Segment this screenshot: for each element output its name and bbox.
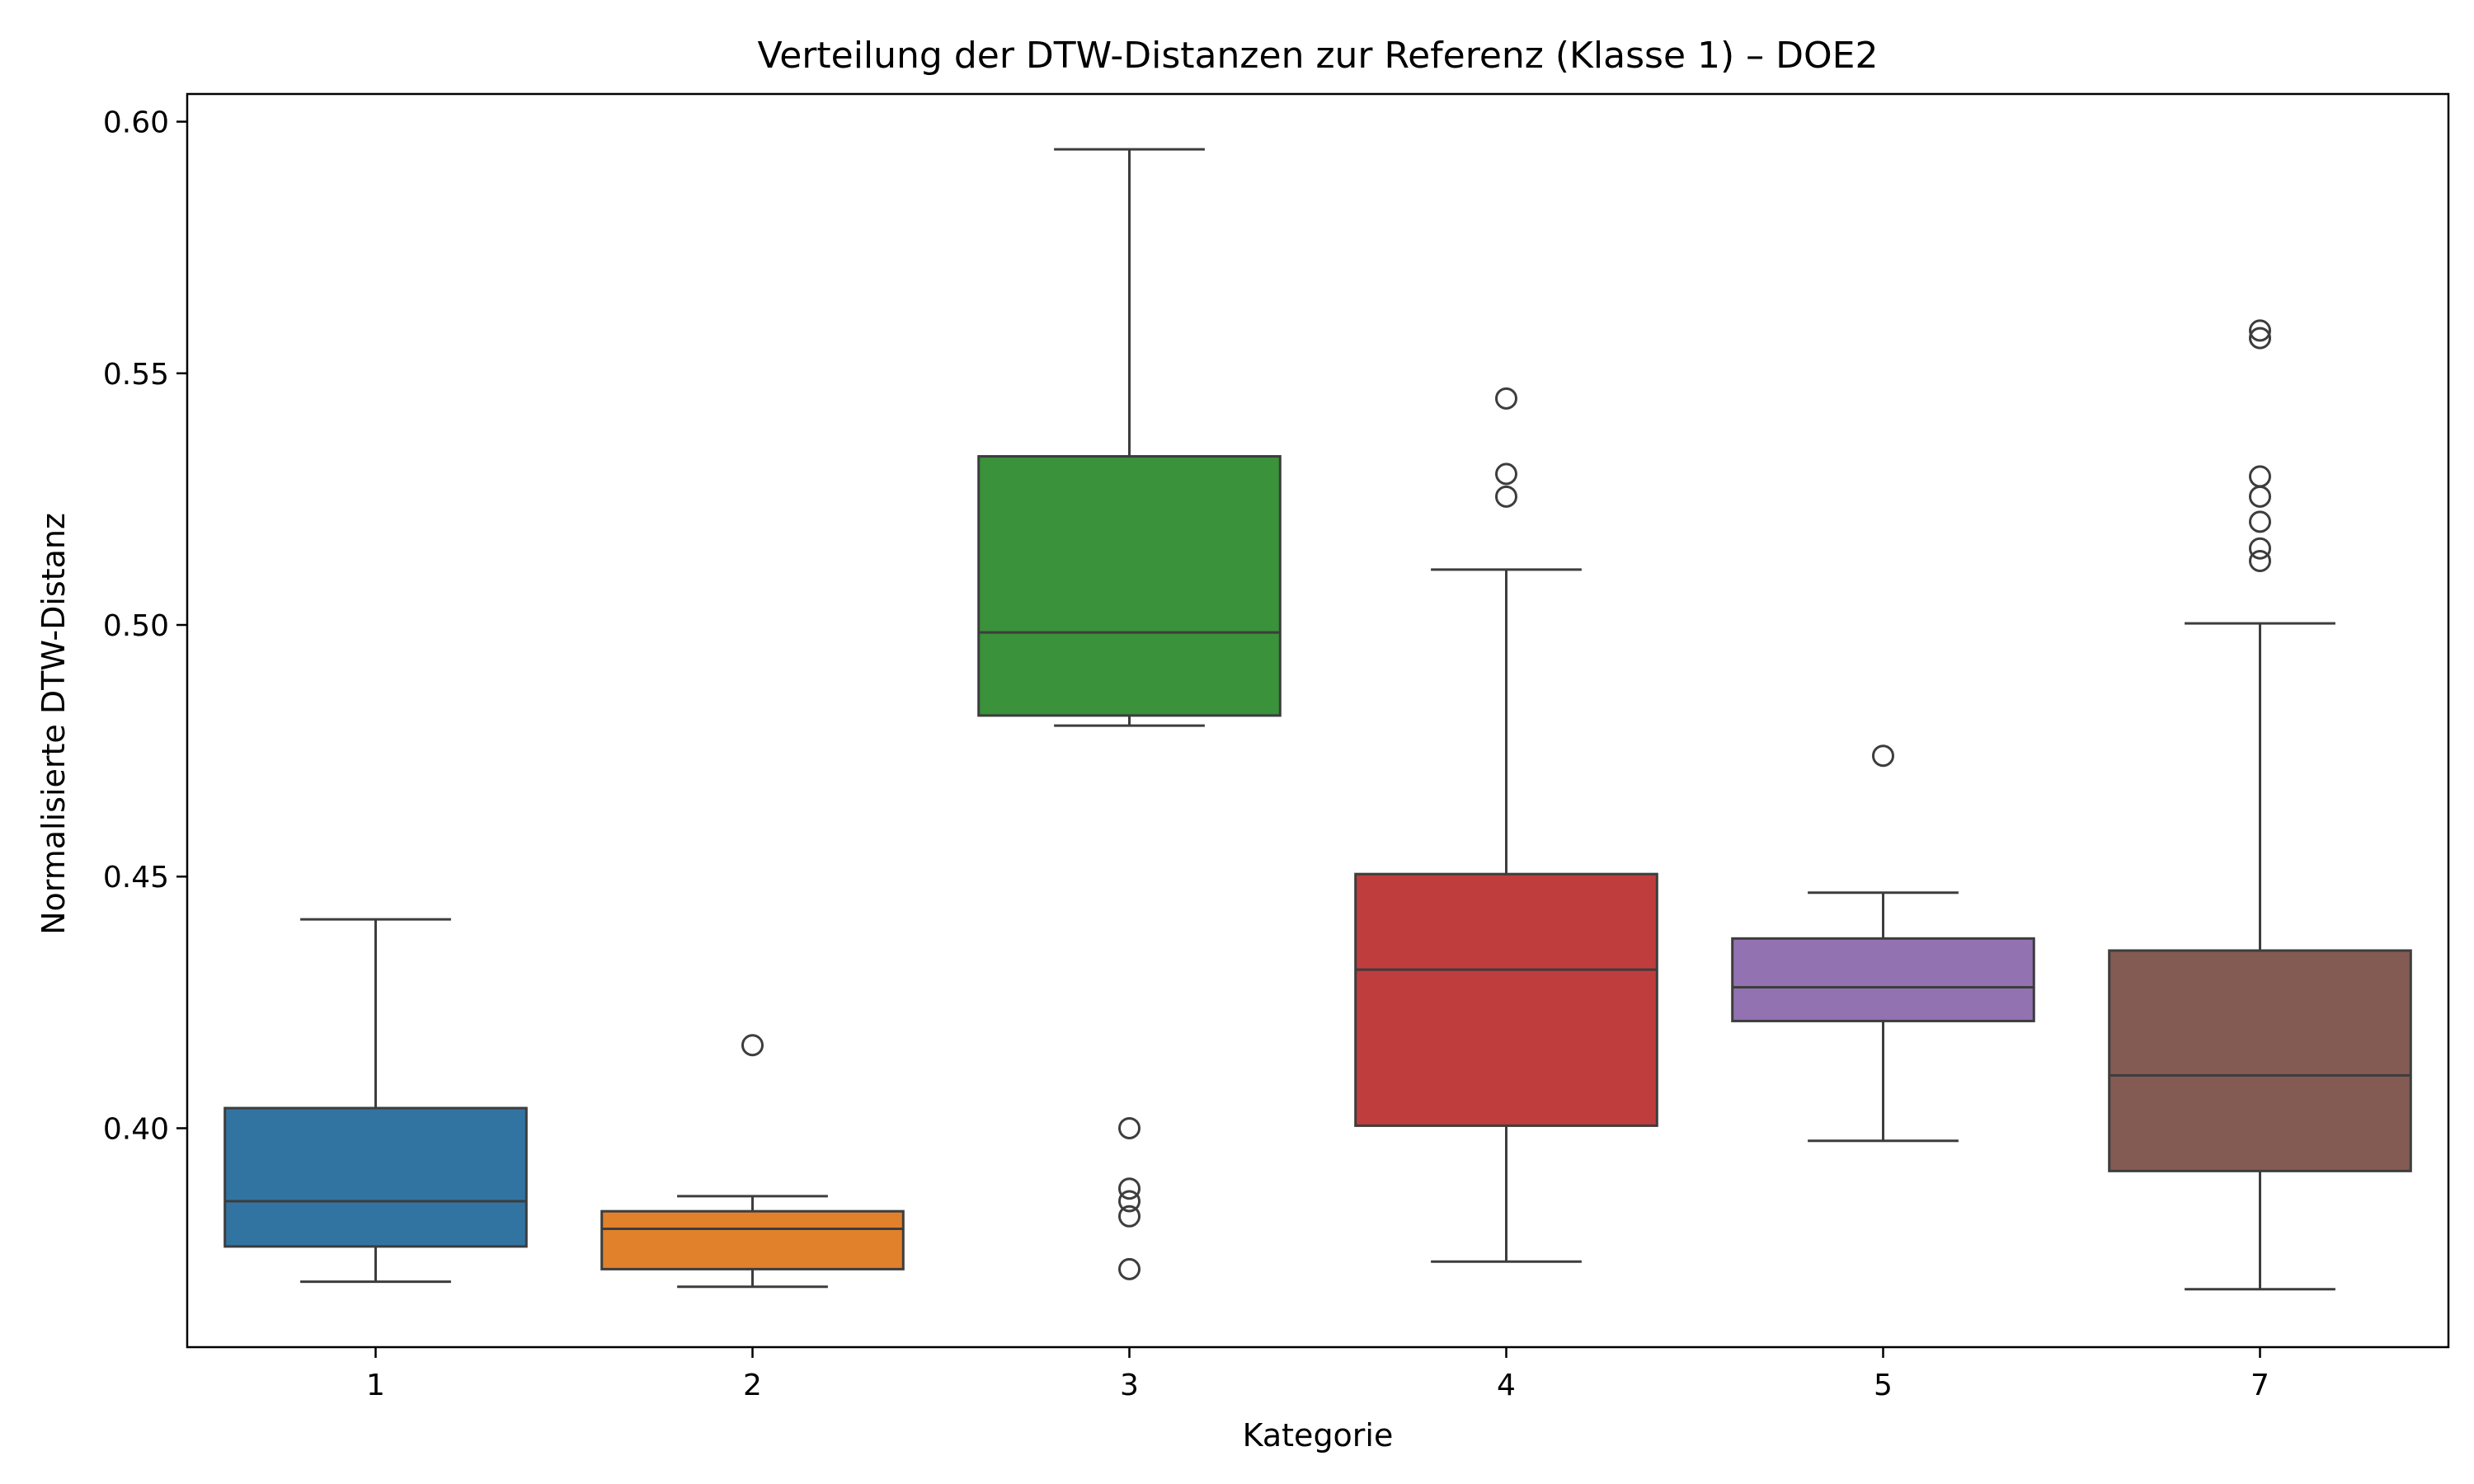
outlier-point	[2249, 465, 2271, 488]
outlier-point	[2249, 485, 2271, 508]
iqr-box	[2108, 949, 2412, 1172]
outlier-point	[1495, 387, 1517, 410]
outlier-point	[741, 1034, 764, 1057]
x-tick-label: 3	[1120, 1369, 1139, 1402]
x-tick-label: 4	[1497, 1369, 1516, 1402]
outlier-point	[2249, 326, 2271, 350]
outlier-point	[1118, 1257, 1141, 1280]
y-tick-label: 0.45	[103, 861, 169, 895]
axes-frame	[186, 92, 2450, 1349]
x-tick-label: 5	[1874, 1369, 1893, 1402]
plot-area	[223, 148, 2412, 1291]
box-group-2	[600, 1034, 905, 1289]
outlier-point	[1872, 744, 1894, 768]
chart-title: Verteilung der DTW-Distanzen zur Referen…	[758, 35, 1879, 77]
x-axis-label: Kategorie	[1243, 1417, 1394, 1453]
iqr-box	[600, 1209, 905, 1270]
outlier-point	[2249, 537, 2271, 560]
x-tick-label: 2	[743, 1369, 762, 1402]
box-group-7	[2108, 319, 2412, 1291]
box-group-3	[977, 148, 1282, 1280]
outlier-point	[1118, 1177, 1141, 1200]
box-group-4	[1354, 387, 1658, 1263]
outlier-point	[2249, 319, 2271, 342]
outlier-point	[1118, 1205, 1141, 1228]
y-tick-label: 0.40	[103, 1112, 169, 1146]
y-tick-label: 0.50	[103, 609, 169, 643]
iqr-box	[1731, 937, 2035, 1022]
outlier-point	[1495, 463, 1517, 486]
outlier-point	[2249, 510, 2271, 533]
x-tick-label: 7	[2251, 1369, 2269, 1402]
iqr-box	[977, 455, 1282, 717]
outlier-point	[1118, 1116, 1141, 1139]
y-tick-label: 0.55	[103, 358, 169, 392]
y-axis-label: Normalisierte DTW-Distanz	[35, 513, 72, 935]
outlier-point	[1495, 485, 1517, 508]
axes-ticks: 0.40 0.45 0.50 0.55 0.60 1 2 3 4 5 7	[103, 106, 2269, 1402]
box-group-1	[223, 918, 528, 1284]
iqr-box	[223, 1106, 528, 1248]
outlier-point	[2249, 549, 2271, 572]
outlier-point	[1118, 1190, 1141, 1213]
y-tick-label: 0.60	[103, 106, 169, 140]
x-tick-label: 1	[366, 1369, 385, 1402]
iqr-box	[1354, 872, 1658, 1127]
box-group-5	[1731, 744, 2035, 1143]
